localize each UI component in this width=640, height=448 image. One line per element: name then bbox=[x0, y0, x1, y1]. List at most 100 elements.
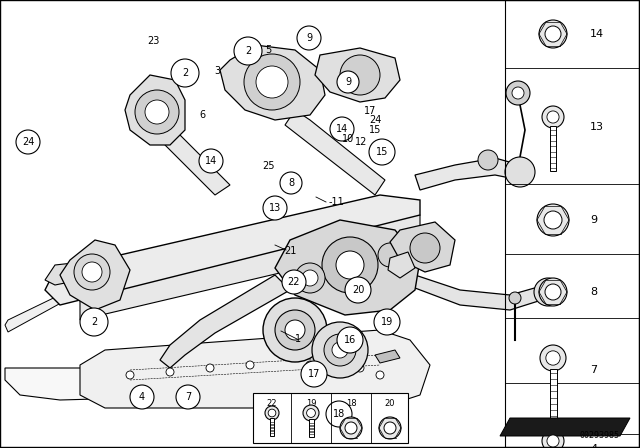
Circle shape bbox=[307, 409, 316, 418]
Bar bbox=[270, 418, 274, 436]
Circle shape bbox=[509, 292, 521, 304]
Circle shape bbox=[176, 385, 200, 409]
Polygon shape bbox=[45, 260, 105, 285]
Polygon shape bbox=[45, 195, 420, 305]
Circle shape bbox=[542, 106, 564, 128]
Circle shape bbox=[376, 371, 384, 379]
Circle shape bbox=[332, 342, 348, 358]
Text: 2: 2 bbox=[91, 317, 97, 327]
Text: 13: 13 bbox=[269, 203, 281, 213]
Circle shape bbox=[280, 172, 302, 194]
Polygon shape bbox=[390, 222, 455, 272]
Circle shape bbox=[82, 262, 102, 282]
Circle shape bbox=[302, 270, 318, 286]
Circle shape bbox=[206, 364, 214, 372]
Polygon shape bbox=[285, 110, 385, 195]
Circle shape bbox=[542, 430, 564, 448]
Bar bbox=[253, 393, 408, 443]
Circle shape bbox=[130, 385, 154, 409]
Circle shape bbox=[340, 417, 362, 439]
Circle shape bbox=[534, 278, 562, 306]
Circle shape bbox=[345, 277, 371, 303]
Polygon shape bbox=[160, 275, 290, 368]
Circle shape bbox=[285, 320, 305, 340]
Circle shape bbox=[268, 409, 276, 417]
Circle shape bbox=[537, 204, 569, 236]
Circle shape bbox=[340, 55, 380, 95]
Polygon shape bbox=[220, 45, 325, 120]
Text: 24: 24 bbox=[369, 115, 381, 125]
Text: 17: 17 bbox=[308, 369, 320, 379]
Circle shape bbox=[295, 263, 325, 293]
Circle shape bbox=[145, 100, 169, 124]
Circle shape bbox=[246, 361, 254, 369]
Polygon shape bbox=[125, 75, 185, 145]
Circle shape bbox=[547, 435, 559, 447]
Text: 7: 7 bbox=[185, 392, 191, 402]
Text: 00293985: 00293985 bbox=[580, 431, 620, 440]
Circle shape bbox=[80, 308, 108, 336]
Circle shape bbox=[539, 20, 567, 48]
Polygon shape bbox=[415, 158, 520, 190]
Text: 20: 20 bbox=[352, 285, 364, 295]
Circle shape bbox=[301, 361, 327, 387]
Text: 7: 7 bbox=[590, 365, 597, 375]
Circle shape bbox=[275, 310, 315, 350]
Polygon shape bbox=[315, 48, 400, 102]
Polygon shape bbox=[500, 418, 630, 436]
Text: 1: 1 bbox=[295, 334, 301, 344]
Circle shape bbox=[326, 401, 352, 427]
Circle shape bbox=[330, 117, 354, 141]
Text: 19: 19 bbox=[381, 317, 393, 327]
Text: 15: 15 bbox=[376, 147, 388, 157]
Circle shape bbox=[505, 157, 535, 187]
Circle shape bbox=[478, 150, 498, 170]
Circle shape bbox=[324, 334, 356, 366]
Circle shape bbox=[545, 284, 561, 300]
Circle shape bbox=[512, 87, 524, 99]
Text: 15: 15 bbox=[369, 125, 381, 135]
Polygon shape bbox=[165, 130, 230, 195]
Polygon shape bbox=[80, 330, 430, 408]
Circle shape bbox=[234, 37, 262, 65]
Bar bbox=[550, 369, 557, 419]
Text: 25: 25 bbox=[262, 161, 275, 171]
Circle shape bbox=[544, 211, 562, 229]
Circle shape bbox=[337, 327, 363, 353]
Circle shape bbox=[303, 405, 319, 421]
Circle shape bbox=[337, 71, 359, 93]
Text: 8: 8 bbox=[590, 287, 597, 297]
Text: 23: 23 bbox=[147, 36, 159, 46]
Circle shape bbox=[135, 90, 179, 134]
Text: 22: 22 bbox=[288, 277, 300, 287]
Polygon shape bbox=[60, 240, 130, 310]
Circle shape bbox=[378, 243, 402, 267]
Circle shape bbox=[16, 130, 40, 154]
Bar bbox=[550, 126, 556, 171]
Text: 22: 22 bbox=[267, 399, 277, 408]
Text: 12: 12 bbox=[355, 137, 367, 147]
Text: 2: 2 bbox=[245, 46, 251, 56]
Circle shape bbox=[282, 270, 306, 294]
Text: 14: 14 bbox=[205, 156, 217, 166]
Circle shape bbox=[379, 417, 401, 439]
Text: 6: 6 bbox=[199, 110, 205, 120]
Text: -11: -11 bbox=[329, 197, 345, 207]
Text: 18: 18 bbox=[333, 409, 345, 419]
Circle shape bbox=[539, 278, 567, 306]
Text: 19: 19 bbox=[306, 399, 316, 408]
Circle shape bbox=[384, 422, 396, 434]
Circle shape bbox=[74, 254, 110, 290]
Text: 17: 17 bbox=[364, 106, 376, 116]
Circle shape bbox=[263, 196, 287, 220]
Text: 14: 14 bbox=[590, 29, 604, 39]
Text: 9: 9 bbox=[345, 77, 351, 87]
Text: 13: 13 bbox=[590, 122, 604, 132]
Polygon shape bbox=[375, 350, 400, 363]
Circle shape bbox=[547, 111, 559, 123]
Circle shape bbox=[199, 149, 223, 173]
Text: 9: 9 bbox=[590, 215, 597, 225]
Circle shape bbox=[297, 26, 321, 50]
Circle shape bbox=[265, 406, 279, 420]
Circle shape bbox=[244, 54, 300, 110]
